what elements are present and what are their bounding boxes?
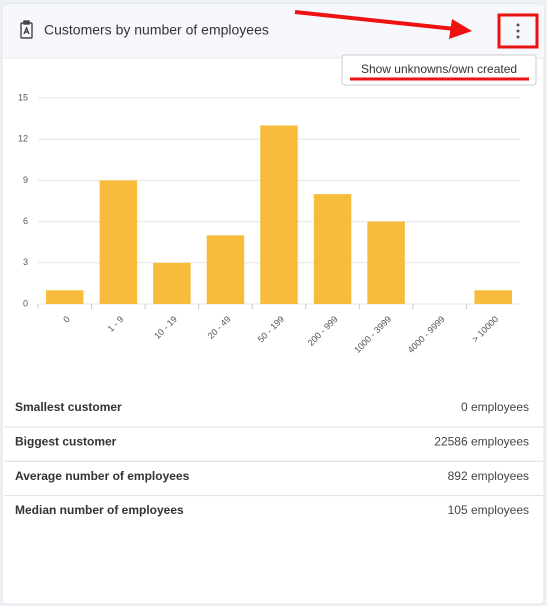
row-value: 105 employees bbox=[448, 503, 529, 517]
row-label: Smallest customer bbox=[15, 400, 122, 414]
bar bbox=[99, 180, 138, 304]
tooltip[interactable]: Show unknowns/own created bbox=[341, 54, 537, 86]
bar bbox=[46, 290, 84, 304]
y-tick-label: 9 bbox=[23, 175, 28, 185]
row-label: Median number of employees bbox=[15, 503, 184, 517]
y-tick-label: 0 bbox=[23, 298, 28, 308]
bar bbox=[260, 125, 298, 304]
card-title: Customers by number of employees bbox=[44, 22, 269, 38]
row-label: Average number of employees bbox=[15, 469, 190, 483]
y-tick-label: 12 bbox=[18, 134, 28, 144]
header-icon bbox=[20, 20, 33, 39]
y-tick-label: 15 bbox=[18, 92, 28, 102]
bar bbox=[313, 194, 352, 304]
bar bbox=[206, 235, 245, 304]
annotation-arrow bbox=[294, 10, 472, 39]
bar bbox=[153, 262, 191, 304]
y-tick-label: 6 bbox=[23, 216, 28, 226]
row-value: 892 employees bbox=[448, 469, 529, 483]
menu-button[interactable] bbox=[516, 23, 520, 39]
row-label: Biggest customer bbox=[15, 434, 117, 448]
row-value: 0 employees bbox=[461, 400, 529, 414]
row-value: 22586 employees bbox=[434, 434, 529, 448]
bar bbox=[474, 290, 512, 304]
highlight-box bbox=[497, 13, 539, 49]
x-tick-label: 0 bbox=[61, 314, 72, 325]
menu-item[interactable]: Show unknowns/own created bbox=[361, 62, 517, 76]
bar bbox=[367, 221, 405, 304]
stats-table: Smallest customer 0 employees Biggest cust… bbox=[4, 400, 543, 517]
y-tick-label: 3 bbox=[23, 257, 28, 267]
card-header bbox=[3, 4, 544, 58]
